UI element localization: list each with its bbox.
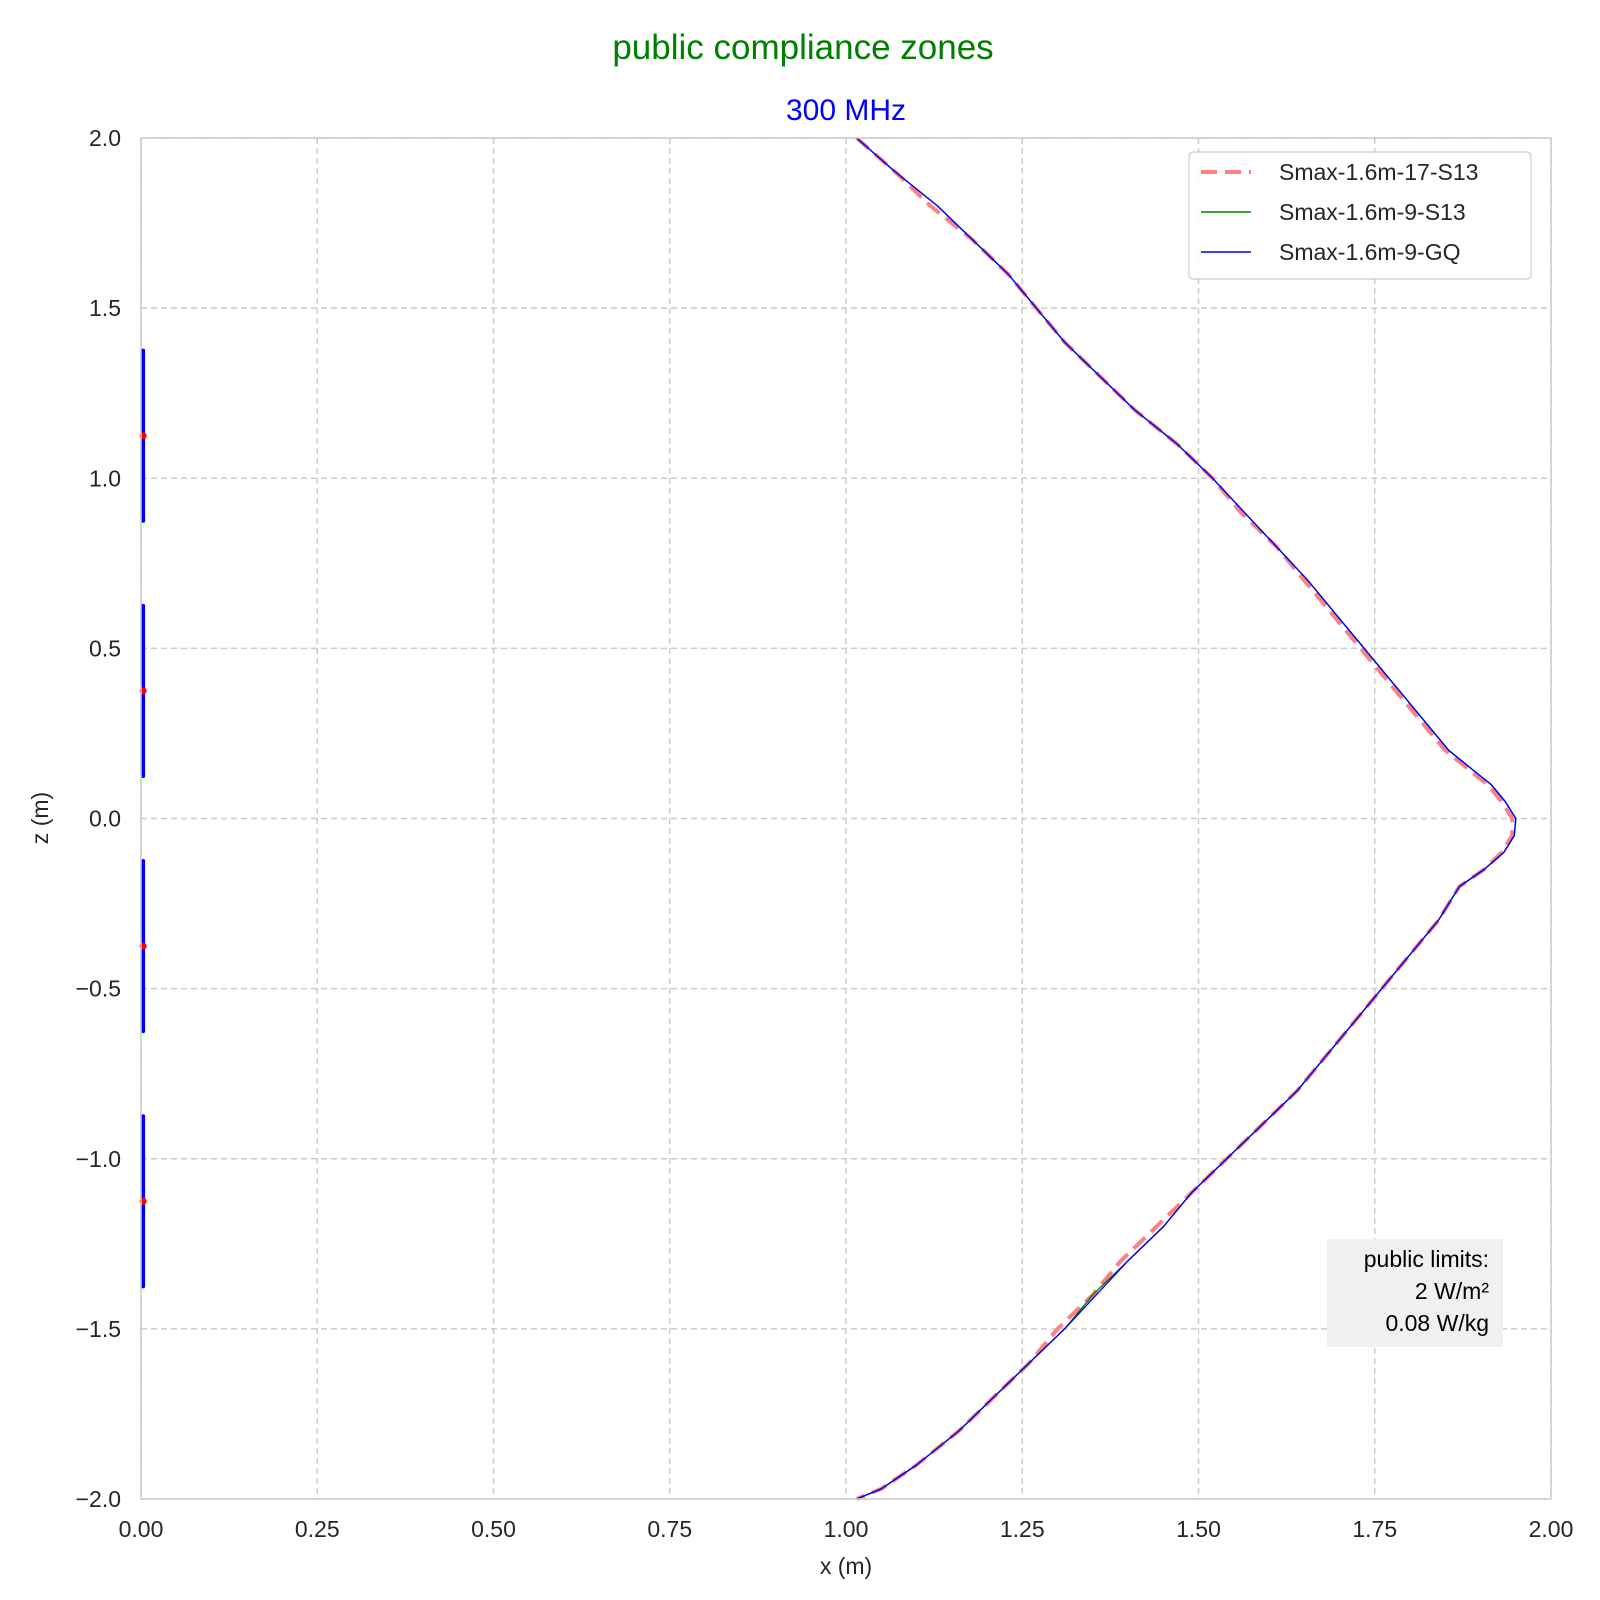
annotation-line: public limits:: [1364, 1246, 1489, 1272]
x-tick-label: 0.50: [471, 1516, 516, 1542]
y-tick-label: 0.0: [89, 806, 121, 832]
y-tick-labels: 2.0 1.5 1.0 0.5 0.0 −0.5 −1.0 −1.5 −2.0: [76, 125, 121, 1512]
y-tick-label: −1.5: [76, 1316, 121, 1342]
y-axis-label: z (m): [27, 792, 53, 844]
legend-box: [1188, 151, 1532, 280]
y-tick-label: −2.0: [76, 1486, 121, 1512]
legend-label: Smax-1.6m-9-S13: [1279, 199, 1466, 225]
annotation-line: 0.08 W/kg: [1385, 1310, 1489, 1336]
x-tick-labels: 0.00 0.25 0.50 0.75 1.00 1.25 1.50 1.75 2.00: [119, 1516, 1574, 1542]
x-tick-label: 1.50: [1176, 1516, 1221, 1542]
legend-label: Smax-1.6m-9-GQ: [1279, 239, 1460, 265]
y-tick-label: −0.5: [76, 976, 121, 1002]
x-tick-label: 1.75: [1352, 1516, 1397, 1542]
limits-annotation: public limits: 2 W/m² 0.08 W/kg: [1327, 1239, 1503, 1347]
x-axis-label: x (m): [820, 1553, 872, 1579]
x-tick-label: 0.25: [295, 1516, 340, 1542]
x-tick-label: 1.25: [1000, 1516, 1045, 1542]
series-lines: [855, 136, 1517, 1501]
x-tick-label: 0.75: [647, 1516, 692, 1542]
series-line-3: [856, 137, 1517, 1500]
y-tick-label: −1.0: [76, 1146, 121, 1172]
chart-suptitle: public compliance zones: [612, 28, 993, 67]
chart-title: 300 MHz: [786, 94, 906, 127]
x-tick-label: 2.00: [1529, 1516, 1574, 1542]
x-tick-label: 0.00: [119, 1516, 164, 1542]
y-tick-label: 1.5: [89, 295, 121, 321]
legend: Smax-1.6m-17-S13 Smax-1.6m-9-S13 Smax-1.6m…: [1188, 151, 1532, 280]
y-tick-label: 0.5: [89, 635, 121, 661]
y-tick-label: 1.0: [89, 465, 121, 491]
annotation-line: 2 W/m²: [1415, 1278, 1489, 1304]
annotation-box: [1327, 1239, 1503, 1347]
plot-frame: [140, 137, 1552, 1500]
y-tick-label: 2.0: [89, 125, 121, 151]
legend-label: Smax-1.6m-17-S13: [1279, 159, 1478, 185]
x-tick-label: 1.00: [824, 1516, 869, 1542]
